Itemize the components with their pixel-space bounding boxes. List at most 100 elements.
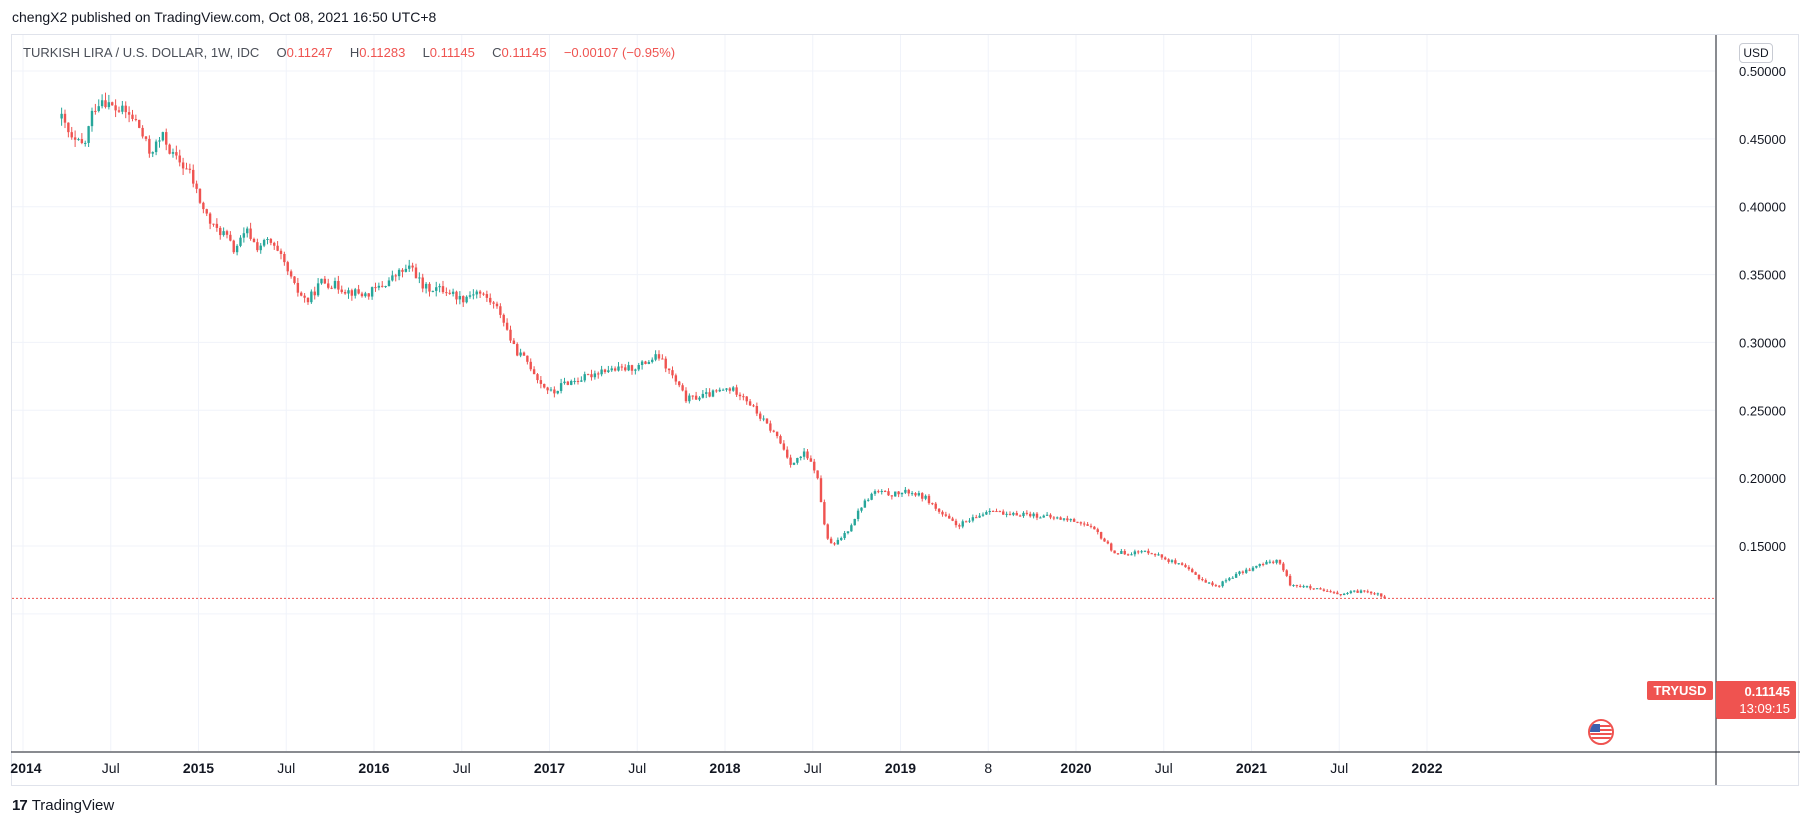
candle-body bbox=[681, 385, 684, 391]
candle-body bbox=[394, 275, 397, 277]
candle-body bbox=[870, 493, 873, 500]
candle-body bbox=[1123, 550, 1126, 555]
candle-body bbox=[212, 223, 215, 225]
time-tick-label: 2017 bbox=[534, 760, 565, 776]
candle-body bbox=[1221, 581, 1224, 587]
candle-body bbox=[478, 291, 482, 294]
candle-body bbox=[114, 105, 117, 111]
legend-high: 0.11283 bbox=[359, 45, 406, 60]
candle-body bbox=[286, 262, 289, 272]
last-price-value: 0.11145 bbox=[1744, 684, 1790, 699]
candle-body bbox=[647, 361, 651, 364]
candle-body bbox=[252, 238, 256, 243]
candle-body bbox=[532, 369, 536, 375]
candle-body bbox=[1113, 550, 1116, 554]
candle-body bbox=[354, 289, 357, 296]
candle-body bbox=[661, 358, 664, 360]
candle-body bbox=[826, 524, 829, 539]
candle-body bbox=[104, 100, 107, 108]
candle-body bbox=[556, 390, 559, 394]
candle-body bbox=[138, 119, 141, 128]
candle-body bbox=[262, 240, 266, 246]
candle-body bbox=[225, 231, 229, 235]
candle-body bbox=[1103, 538, 1106, 542]
candle-body bbox=[489, 297, 492, 303]
candle-body bbox=[158, 140, 161, 142]
candle-body bbox=[843, 533, 846, 539]
candle-body bbox=[1062, 518, 1066, 520]
candle-body bbox=[951, 518, 954, 521]
candle-body bbox=[124, 105, 127, 113]
candle-body bbox=[1116, 553, 1120, 555]
candle-body bbox=[310, 291, 313, 303]
candle-body bbox=[1025, 512, 1029, 514]
candle-body bbox=[1363, 590, 1366, 592]
candle-body bbox=[465, 296, 468, 303]
candle-body bbox=[1059, 517, 1062, 520]
candle-body bbox=[998, 511, 1002, 513]
time-tick-label: Jul bbox=[102, 760, 120, 776]
candle-body bbox=[1265, 561, 1268, 565]
time-tick-label: Jul bbox=[1330, 760, 1348, 776]
candle-body bbox=[1187, 567, 1191, 570]
candle-body bbox=[863, 500, 867, 508]
candle-body bbox=[529, 361, 532, 370]
footer-brand[interactable]: 17 TradingView bbox=[12, 797, 114, 814]
candle-body bbox=[1299, 585, 1302, 587]
candle-body bbox=[769, 423, 772, 431]
candle-body bbox=[1204, 580, 1207, 583]
time-tick-label: Jul bbox=[1155, 760, 1173, 776]
candle-body bbox=[97, 106, 100, 112]
candle-body bbox=[323, 278, 327, 284]
candle-body bbox=[1292, 585, 1295, 587]
candle-body bbox=[1126, 554, 1130, 556]
candle-body bbox=[1201, 579, 1204, 581]
candle-body bbox=[1164, 557, 1167, 560]
candle-body bbox=[931, 503, 934, 505]
candle-body bbox=[1224, 580, 1228, 582]
candle-body bbox=[141, 127, 144, 137]
candle-body bbox=[364, 293, 367, 297]
candle-body bbox=[748, 401, 752, 406]
candle-body bbox=[543, 383, 546, 388]
candle-body bbox=[111, 102, 114, 106]
candle-body bbox=[77, 139, 80, 141]
candle-body bbox=[954, 520, 958, 526]
candle-body bbox=[360, 293, 364, 297]
candle-body bbox=[1056, 517, 1059, 519]
candle-body bbox=[779, 436, 782, 444]
candle-body bbox=[232, 240, 235, 253]
candle-body bbox=[350, 290, 354, 296]
candle-body bbox=[171, 152, 175, 154]
tradingview-logo-icon: 17 bbox=[12, 797, 28, 814]
time-tick-label: 2014 bbox=[10, 760, 41, 776]
candle-body bbox=[259, 245, 262, 251]
candle-body bbox=[279, 250, 283, 254]
us-flag-icon[interactable] bbox=[1588, 719, 1614, 745]
candle-body bbox=[87, 126, 90, 143]
candle-body bbox=[1177, 563, 1180, 565]
candle-body bbox=[249, 228, 252, 239]
candle-body bbox=[205, 209, 208, 214]
candle-body bbox=[755, 406, 759, 414]
candle-body bbox=[580, 380, 583, 382]
candle-body bbox=[229, 234, 232, 241]
candle-body bbox=[1197, 574, 1201, 580]
candle-body bbox=[1322, 589, 1326, 591]
chart-pane[interactable] bbox=[11, 34, 1799, 786]
candle-body bbox=[1245, 569, 1248, 573]
candle-body bbox=[1170, 560, 1174, 562]
candle-body bbox=[624, 367, 627, 371]
currency-button[interactable]: USD bbox=[1739, 43, 1773, 63]
candle-body bbox=[1332, 592, 1336, 594]
candle-body bbox=[711, 390, 715, 397]
candle-body bbox=[300, 292, 303, 296]
candle-body bbox=[421, 277, 424, 289]
candle-body bbox=[1018, 515, 1022, 517]
price-tick-label: 0.30000 bbox=[1739, 335, 1786, 350]
candle-body bbox=[613, 368, 617, 371]
candle-body bbox=[269, 238, 273, 243]
candle-body bbox=[401, 269, 404, 272]
price-axis: 0.50000 0.45000 0.40000 0.35000 0.30000 0.250… bbox=[1739, 64, 1786, 554]
